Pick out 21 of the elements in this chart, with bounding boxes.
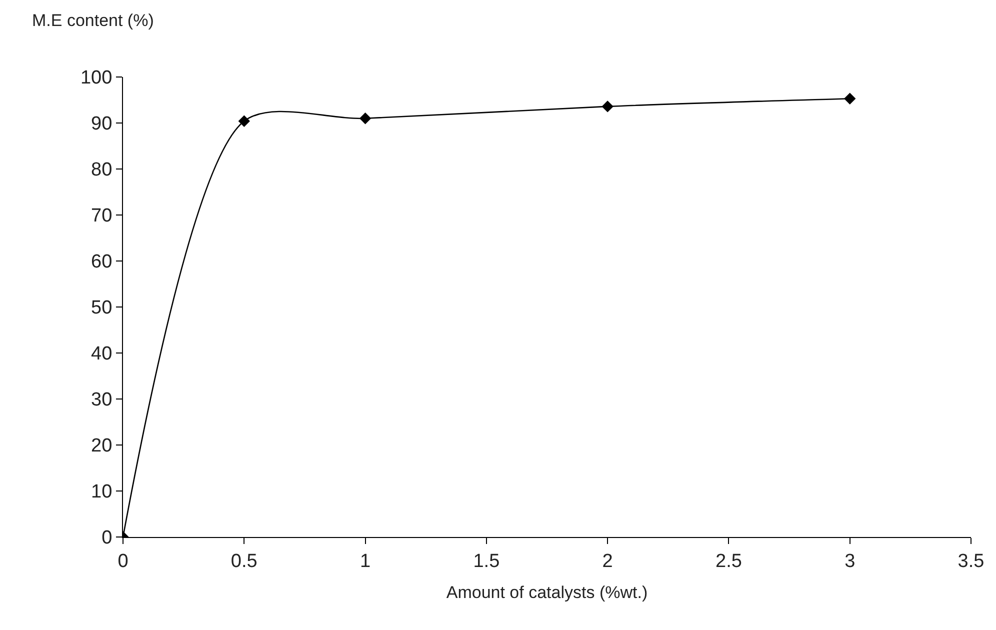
x-tick-label: 0.5	[230, 550, 258, 572]
y-tick-label: 70	[91, 206, 112, 227]
x-tick-label: 1	[360, 550, 371, 572]
x-tick-label: 1.5	[473, 550, 500, 572]
y-tick-label: 80	[91, 160, 112, 181]
y-tick-label: 100	[80, 68, 112, 89]
y-axis-title: M.E content (%)	[32, 11, 154, 30]
x-tick-label: 2	[602, 550, 613, 572]
x-axis-title: Amount of catalysts (%wt.)	[446, 583, 648, 602]
y-tick-label: 10	[91, 482, 112, 503]
y-tick-label: 60	[91, 252, 112, 273]
y-tick-label: 50	[91, 298, 112, 319]
x-tick-label: 0	[118, 550, 128, 572]
y-tick-label: 90	[91, 114, 112, 135]
y-tick-label: 40	[91, 344, 112, 365]
x-tick-label: 3.5	[958, 550, 984, 572]
y-tick-label: 20	[91, 436, 112, 457]
x-tick-label: 3	[844, 550, 856, 572]
x-tick-label: 2.5	[716, 550, 742, 572]
y-tick-label: 0	[102, 528, 112, 549]
y-tick-label: 30	[91, 390, 112, 411]
